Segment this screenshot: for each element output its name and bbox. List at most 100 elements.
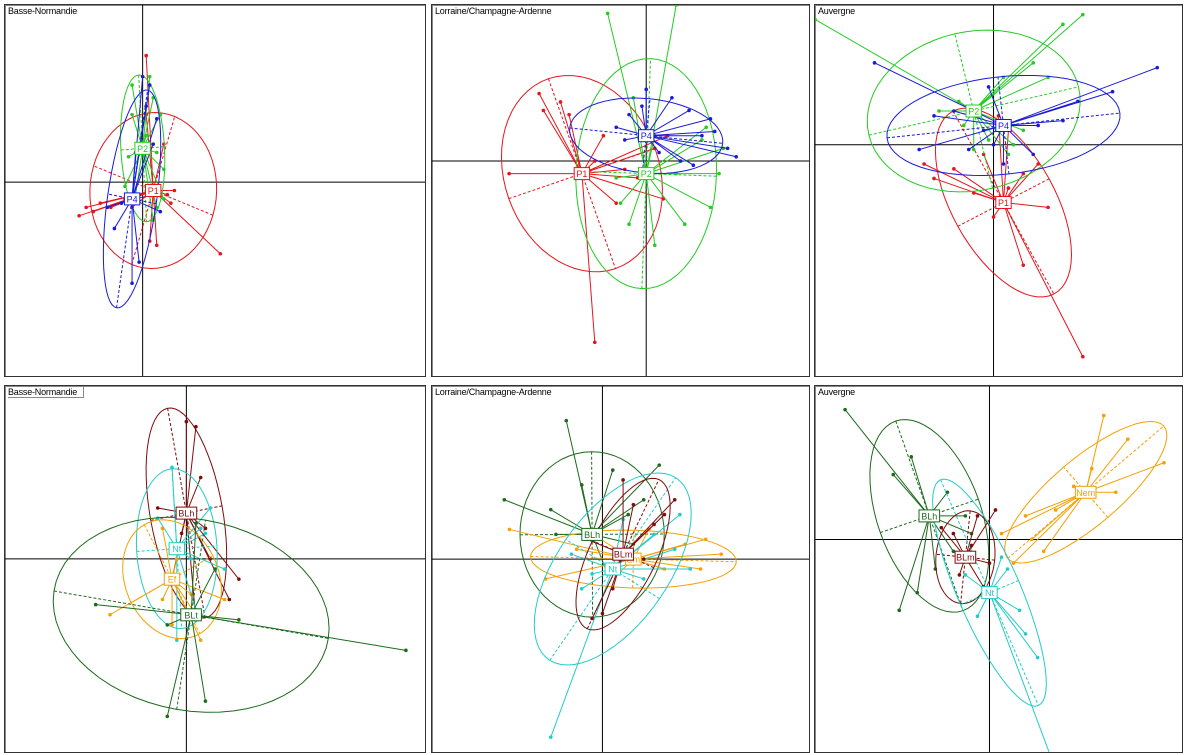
group-p2-point [1031, 61, 1036, 65]
group-nt-label-box [168, 542, 186, 556]
group-p4-point [700, 133, 704, 138]
group-blm-ray [964, 515, 978, 558]
group-em-point [507, 527, 512, 532]
group-blh-ray [916, 515, 930, 593]
panel-4: Basse-Normandie BLh Nt Ef BLt [4, 385, 426, 753]
group-blm-point [641, 557, 646, 561]
group-blm-point [993, 508, 998, 512]
group-p4-point [158, 209, 163, 214]
group-p1-label: P1 [998, 198, 1009, 208]
group-p1-point [172, 188, 177, 193]
group-nt-ray [989, 592, 1039, 658]
panel-3-plot: P1 P2 P4 [815, 5, 1182, 376]
group-ef-point [160, 526, 165, 531]
group-blh-point [227, 597, 232, 602]
group-p4-point [644, 87, 649, 92]
panel-5-plot: BLhEmNtBLm [432, 386, 809, 752]
group-p2-ray [645, 173, 686, 225]
group-ef-point [175, 557, 179, 561]
group-nt-label: Nt [608, 565, 617, 575]
group-p1-ray [145, 55, 154, 191]
group-p1-ray [581, 173, 664, 200]
group-p4-point [917, 147, 921, 152]
group-blh-point [909, 455, 914, 459]
group-nem-point [1089, 466, 1094, 471]
group-ef-point [222, 597, 227, 602]
group-p4-ray [646, 135, 728, 149]
group-blm-minor-axis [592, 540, 654, 569]
group-blh-point [579, 483, 584, 487]
group-em-point [719, 552, 724, 556]
group-p4-ellipse [886, 75, 1121, 177]
group-p2-point [717, 171, 721, 176]
group-p2-ray [645, 173, 656, 246]
group-blt-point [93, 602, 98, 607]
group-blh-point [641, 497, 646, 502]
group-nt-point [1023, 632, 1028, 636]
group-p1-point [98, 201, 103, 205]
group-p4-point [872, 61, 877, 65]
group-p4-point [725, 146, 730, 151]
group-p1-point [537, 91, 541, 96]
group-nt-point [175, 638, 179, 642]
group-p2-ray [142, 97, 154, 149]
group-p2-point [682, 222, 687, 227]
group-nt-ray [176, 548, 197, 610]
group-p4-point [952, 109, 956, 113]
group-nt-label: Nt [172, 544, 181, 554]
group-p1-ray [152, 190, 221, 255]
group-p1-point [1021, 263, 1026, 267]
group-p1-point [154, 243, 159, 248]
group-blt-point [194, 521, 198, 526]
group-p1-point [601, 133, 606, 138]
group-ef-ray [109, 578, 173, 616]
group-nt-point [641, 577, 646, 581]
group-blm-point [957, 573, 962, 577]
panel-3: Auvergne P1 P2 P4 [814, 4, 1183, 377]
group-em-ray [633, 538, 706, 560]
group-blt-ray [190, 614, 206, 702]
group-blh-label: BLh [584, 530, 600, 540]
group-nem-ray [1031, 491, 1087, 540]
group-p4-point [657, 150, 661, 155]
group-blh-ray [591, 469, 614, 535]
group-ef-point [160, 597, 165, 602]
group-blh-point [564, 418, 569, 423]
group-nem-ray [1013, 491, 1087, 564]
group-em-point [703, 537, 708, 542]
group-p1-point [971, 191, 976, 195]
group-p4-point [687, 108, 691, 113]
group-blh-label: BLh [921, 511, 937, 521]
group-nt-point [975, 614, 980, 619]
group-blh-point [945, 490, 950, 495]
group-blh-label-box [175, 506, 198, 520]
group-blm-ellipse [575, 477, 671, 631]
group-p2-point [961, 123, 966, 128]
group-p2-ray [973, 76, 1049, 112]
group-p4-ray [1003, 67, 1158, 126]
group-nem-point [1041, 549, 1046, 554]
group-p4-ray [953, 110, 1004, 126]
panel-4-title: Basse-Normandie [8, 387, 85, 398]
group-blh-point [554, 532, 558, 537]
group-nem-point [1101, 413, 1106, 418]
group-nem-ray [1085, 462, 1165, 493]
group-p1-point [91, 209, 96, 214]
group-blm-ray [622, 514, 665, 555]
group-p2-point [1061, 22, 1065, 27]
group-p2-ray [973, 23, 1064, 112]
group-em-ray [633, 558, 701, 570]
group-p4-point [137, 260, 141, 264]
group-p4-point [119, 201, 124, 205]
group-p2-point [1006, 152, 1011, 157]
group-blm-point [672, 497, 677, 502]
group-p4-minor-axis [997, 76, 1010, 174]
group-blm-point [600, 611, 605, 616]
group-nt-point [170, 465, 174, 470]
group-blh-ellipse [145, 407, 228, 619]
group-blm-ray [622, 504, 634, 555]
group-nem-point [1071, 484, 1076, 489]
group-blh-ray [185, 426, 197, 514]
group-p2-ray [815, 19, 974, 112]
group-blh-point [184, 419, 189, 424]
